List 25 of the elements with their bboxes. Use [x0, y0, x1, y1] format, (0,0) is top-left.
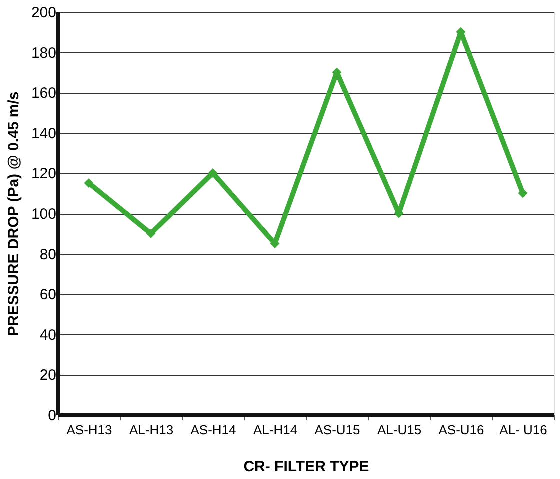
x-tick-label: AS-H13 [66, 422, 112, 438]
y-tick-label: 80 [40, 246, 56, 264]
y-tick-label: 0 [48, 408, 56, 424]
y-tick-label: 200 [31, 4, 56, 22]
y-tick-label: 40 [40, 326, 56, 344]
x-tick-label: AL-U15 [377, 422, 422, 438]
x-tick-label: AL-H13 [129, 422, 174, 438]
x-tick-label: AS-H14 [190, 422, 236, 438]
point [84, 178, 94, 188]
y-tick-label: 120 [31, 166, 56, 183]
y-axis-title: PRESSURE DROP (Pa) @ 0.45 m/s [5, 92, 22, 336]
y-tick-label: 20 [40, 367, 56, 384]
y-tick-label: 60 [40, 286, 56, 304]
x-tick-label: AS-U16 [438, 422, 484, 438]
point [518, 188, 528, 198]
x-axis-title: CR- FILTER TYPE [244, 458, 370, 476]
y-tick-label: 180 [31, 44, 56, 62]
y-tick-label: 140 [31, 125, 56, 142]
point [208, 168, 218, 178]
y-tick-label: 100 [31, 206, 56, 223]
x-tick-label: AL-H14 [253, 422, 298, 438]
point [146, 228, 156, 238]
y-tick-label: 160 [31, 85, 56, 102]
x-tick-label: AL- U16 [500, 422, 548, 438]
x-tick-label: AS-U15 [314, 422, 360, 438]
